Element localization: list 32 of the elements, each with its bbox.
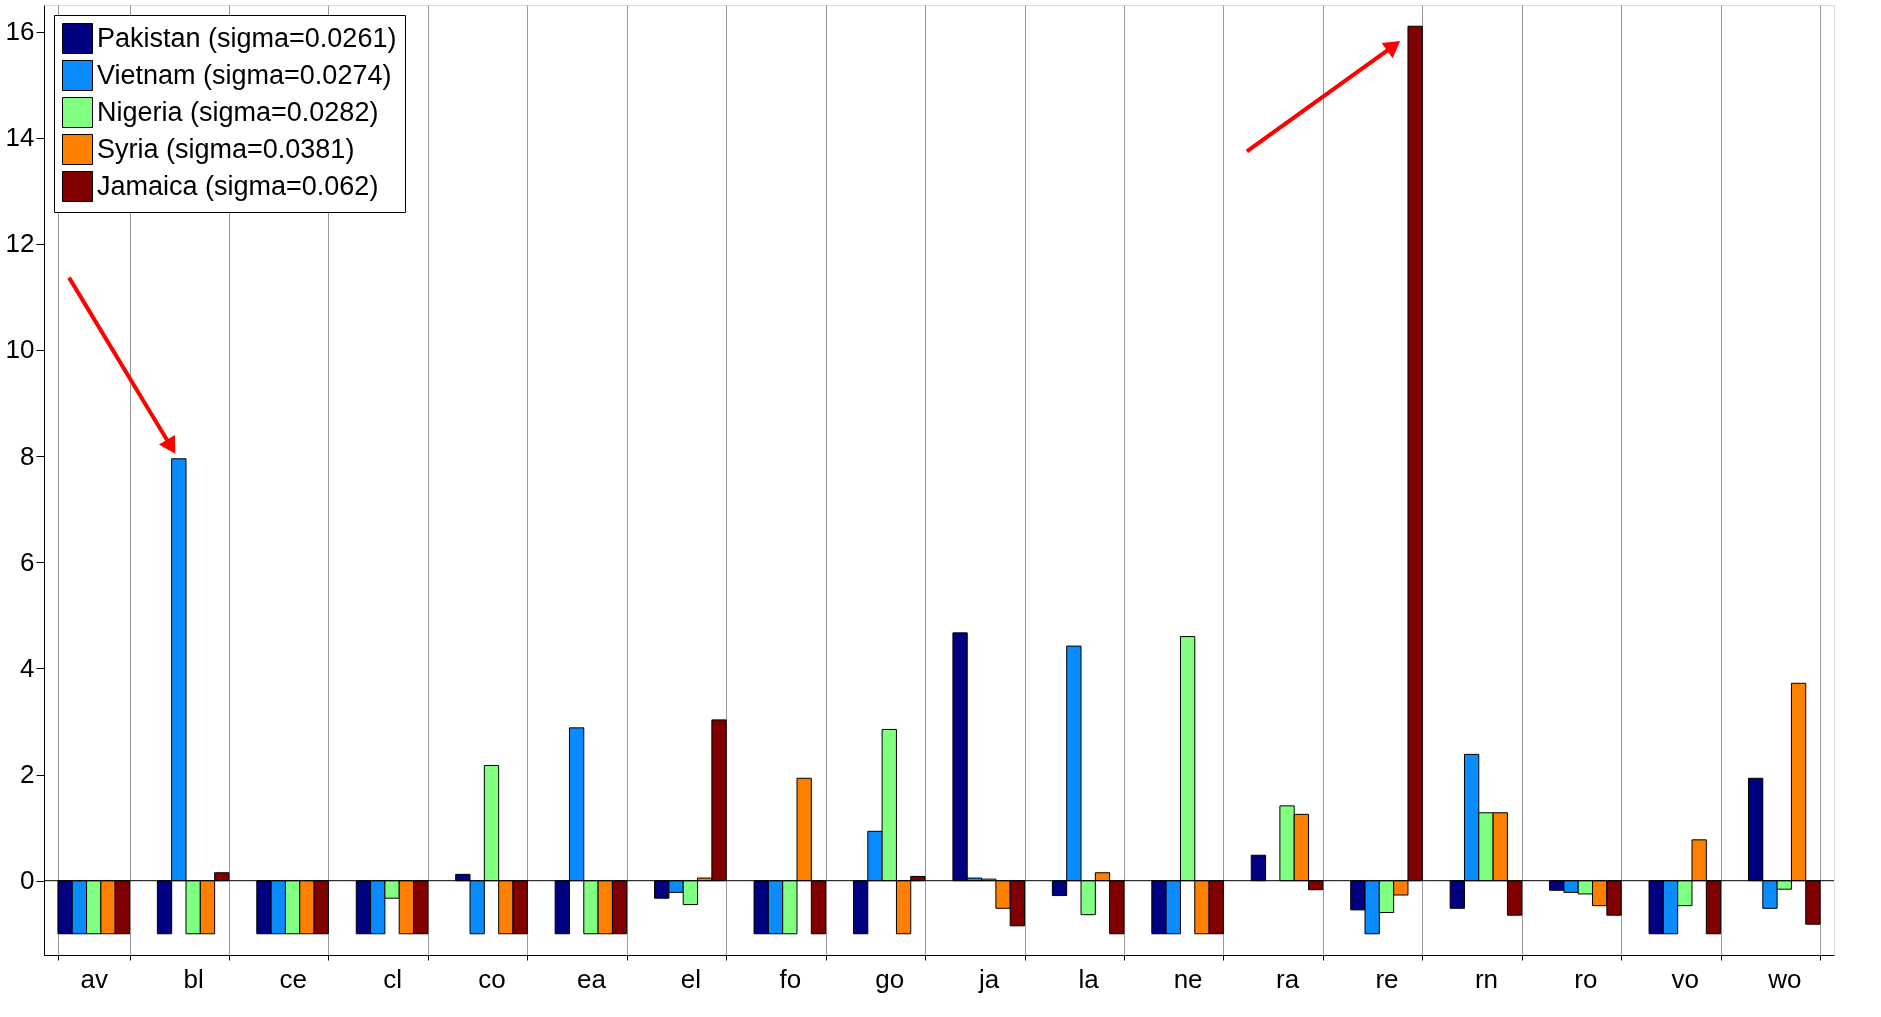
- x-tick-label: el: [680, 963, 702, 994]
- legend-label: Pakistan (sigma=0.0261): [97, 22, 397, 53]
- y-tick-label: 16: [5, 16, 35, 47]
- y-tick-label: 10: [5, 334, 35, 365]
- x-tick-label: av: [80, 963, 108, 994]
- x-tick-label: go: [875, 963, 905, 994]
- x-tick-label: wo: [1767, 963, 1802, 994]
- x-tick-label: re: [1375, 963, 1399, 994]
- y-tick-label: 6: [20, 546, 35, 577]
- x-tick-label: ea: [576, 963, 607, 994]
- x-tick-label: la: [1078, 963, 1100, 994]
- x-tick-label: cl: [383, 963, 402, 994]
- y-tick-label: 8: [20, 440, 35, 471]
- x-tick-label: vo: [1671, 963, 1700, 994]
- x-tick-label: ra: [1275, 963, 1300, 994]
- x-tick-label: rn: [1474, 963, 1499, 994]
- x-tick-label: ro: [1574, 963, 1598, 994]
- y-tick-label: 14: [5, 122, 35, 153]
- x-tick-label: co: [478, 963, 506, 994]
- y-tick-label: 4: [20, 652, 35, 683]
- x-tick-label: ce: [279, 963, 307, 994]
- legend-label: Nigeria (sigma=0.0282): [97, 96, 379, 127]
- legend-label: Jamaica (sigma=0.062): [97, 170, 379, 201]
- y-tick-label: 12: [5, 228, 35, 259]
- y-tick-label: 0: [20, 865, 35, 896]
- y-tick-label: 2: [20, 759, 35, 790]
- legend-label: Syria (sigma=0.0381): [97, 133, 355, 164]
- x-tick-label: ne: [1173, 963, 1203, 994]
- x-tick-label: bl: [183, 963, 204, 994]
- x-tick-label: fo: [779, 963, 802, 994]
- x-tick-label: ja: [978, 963, 1000, 994]
- legend-label: Vietnam (sigma=0.0274): [97, 59, 392, 90]
